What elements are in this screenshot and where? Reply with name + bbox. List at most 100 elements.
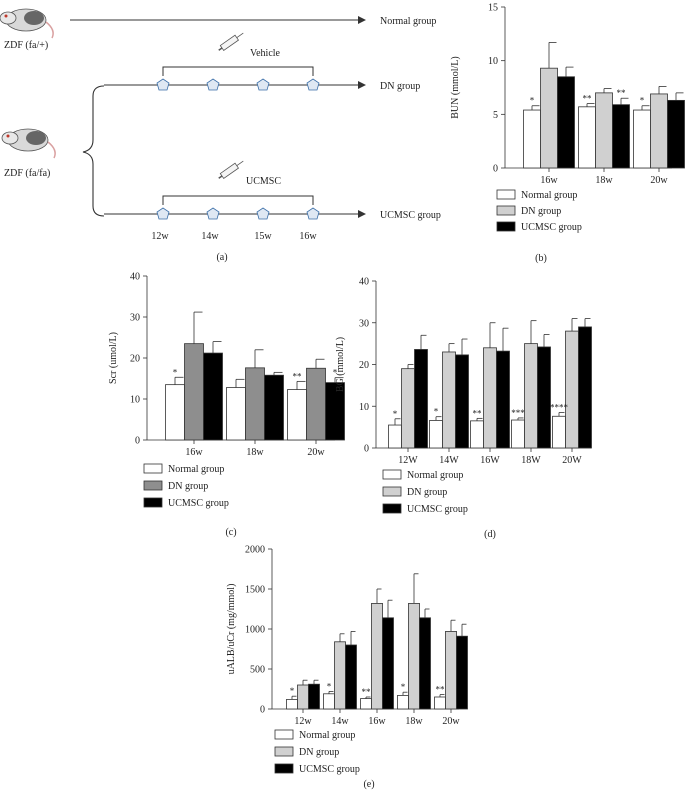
legend-swatch [143,480,163,491]
dn-group-label: DN group [380,81,420,92]
bar [429,420,443,449]
dose-marker [206,207,220,220]
bar [382,617,394,710]
x-tick-label: 20w [650,175,668,186]
legend-label: UCMSC group [407,504,468,515]
bar [442,351,456,449]
bar [455,354,469,449]
y-axis-label: Scr (umol/L) [108,332,119,384]
significance-label: * [290,686,295,696]
bar [226,387,246,441]
significance-label: * [173,367,178,377]
panel-a-schematic: ZDF (fa/+) ZDF (fa/fa) Normal group DN g… [0,8,441,263]
timepoint-label: 16w [299,231,317,242]
bar [565,330,579,449]
ucmsc-bracket [162,195,314,205]
legend-label: Normal group [299,730,355,741]
panel-label: (b) [535,253,547,264]
bar [456,635,468,710]
legend-label: Normal group [407,470,463,481]
bar [578,326,592,449]
syringe-icon [218,160,244,180]
bar [667,99,685,169]
legend-swatch [496,189,516,200]
y-tick-label: 5 [493,110,498,121]
x-tick-label: 14W [439,455,459,466]
x-tick-label: 18w [595,175,613,186]
bar [408,603,420,710]
significance-label: * [434,407,439,417]
dose-marker [256,78,270,91]
bar [401,368,415,449]
y-tick-label: 20 [359,360,369,371]
legend-swatch [382,469,402,480]
bar [184,343,204,441]
significance-label: *** [511,408,525,418]
y-tick-label: 10 [130,395,140,406]
x-tick-label: 18w [405,716,423,727]
legend-swatch [274,746,294,757]
significance-label: ** [617,88,627,98]
legend-label: UCMSC group [299,764,360,775]
x-tick-label: 16w [185,447,203,458]
y-tick-label: 10 [488,56,498,67]
bar [557,76,575,169]
bar [511,419,525,449]
y-tick-label: 20 [130,354,140,365]
panel-label: (e) [363,779,374,790]
bar [203,352,223,441]
bar [334,641,346,710]
significance-label: ** [362,687,372,697]
legend-swatch [496,205,516,216]
bar [650,93,668,169]
bar [245,367,265,441]
vehicle-bracket [162,66,314,76]
bar [345,644,357,710]
legend-swatch [143,497,163,508]
y-tick-label: 2000 [245,545,265,556]
dose-marker [306,78,320,91]
x-tick-label: 20w [307,447,325,458]
bar [445,631,457,710]
legend-label: Normal group [521,190,577,201]
bar [286,699,298,710]
dose-markers [156,78,320,220]
ucmsc-group-label: UCMSC group [380,210,441,221]
bar [323,693,335,710]
syringe-icon [218,32,244,52]
bar [388,424,402,449]
significance-label: ** [436,685,446,695]
legend-label: DN group [168,481,208,492]
y-tick-label: 500 [250,665,265,676]
x-tick-label: 18w [246,447,264,458]
legend-swatch [382,486,402,497]
x-tick-label: 16W [480,455,500,466]
bar [397,695,409,710]
bar [297,684,309,710]
dose-marker [156,78,170,91]
bar [371,603,383,710]
significance-label: * [530,96,535,106]
rat-icon [1,128,56,159]
rat-icon [0,8,54,39]
significance-label: * [333,368,338,378]
significance-label: ** [473,408,483,418]
timepoint-label: 12w [151,231,169,242]
bar [308,683,320,710]
legend-swatch [496,221,516,232]
y-tick-label: 0 [364,444,369,455]
significance-label: * [327,681,332,691]
bar [595,92,613,169]
x-tick-label: 12w [294,716,312,727]
y-tick-label: 10 [359,402,369,413]
panel-label: (c) [225,527,236,538]
bar [434,696,446,710]
legend-swatch [274,763,294,774]
y-tick-label: 40 [130,272,140,283]
bar [633,109,651,169]
y-tick-label: 15 [488,3,498,14]
x-tick-label: 18W [521,455,541,466]
y-tick-label: 40 [359,277,369,288]
